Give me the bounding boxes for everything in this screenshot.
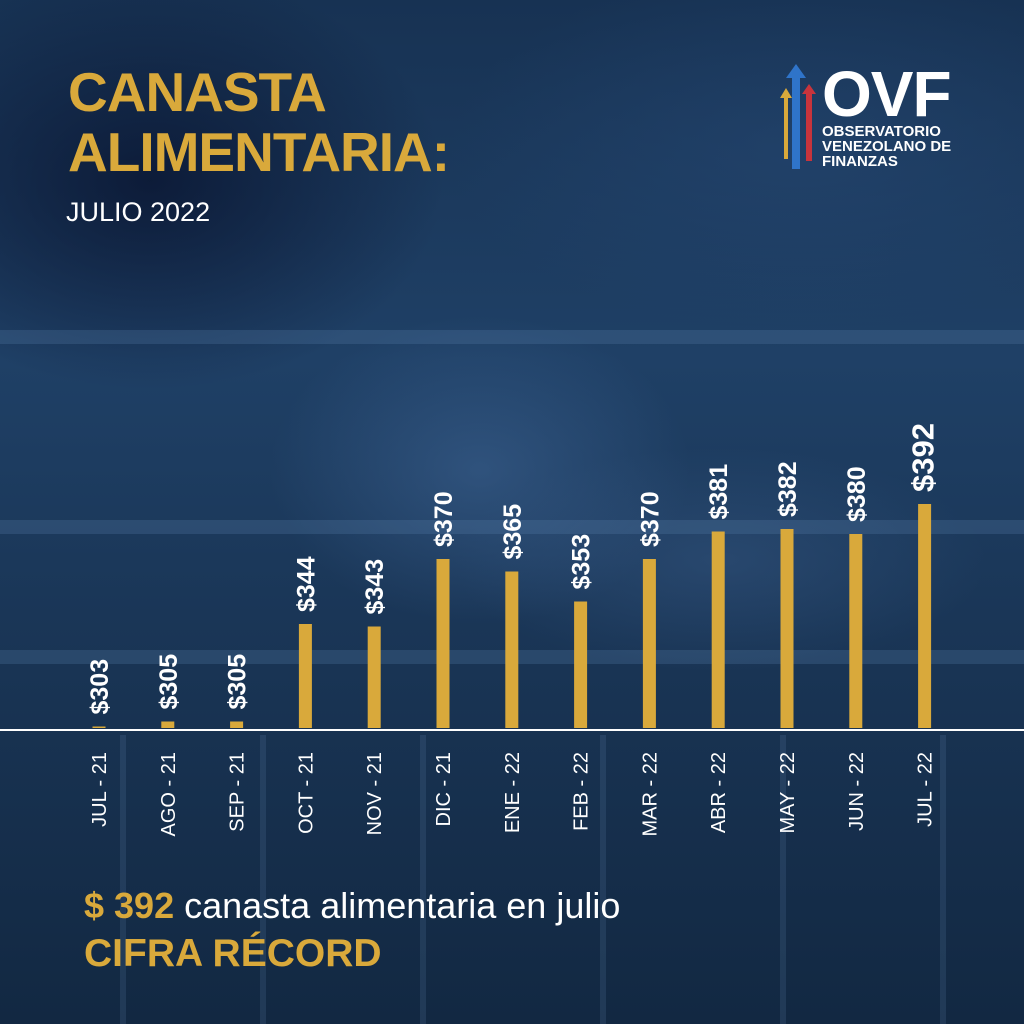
bar-sep-21 xyxy=(230,721,244,728)
bar-oct-21 xyxy=(298,624,312,728)
bar-may-22 xyxy=(780,529,794,728)
category-label: JUN - 22 xyxy=(846,752,868,831)
logo-subtitle: OBSERVATORIO VENEZOLANO DE FINANZAS xyxy=(822,124,951,169)
background-cart-rail xyxy=(600,735,606,1024)
category-label: FEB - 22 xyxy=(571,752,593,831)
gold-arrow-head xyxy=(780,88,792,98)
bar-nov-21 xyxy=(367,626,381,728)
background-shelf-band xyxy=(0,330,1024,344)
bar-ene-22 xyxy=(505,571,519,728)
red-arrow-shaft xyxy=(806,93,812,161)
category-label: MAR - 22 xyxy=(639,752,661,836)
bar-dic-21 xyxy=(436,559,450,728)
footer-summary: $ 392 canasta alimentaria en julio xyxy=(84,885,620,927)
background-cart-rail xyxy=(940,735,946,1024)
value-label: $381 xyxy=(705,464,733,520)
category-label: ABR - 22 xyxy=(708,752,730,833)
value-label: $365 xyxy=(499,504,527,560)
category-label: DIC - 21 xyxy=(433,752,455,826)
red-arrow-head xyxy=(802,84,816,94)
bar-jun-22 xyxy=(849,534,863,728)
background-cart-rail xyxy=(420,735,426,1024)
category-label: JUL - 21 xyxy=(89,752,111,827)
category-label: JUL - 22 xyxy=(915,752,937,827)
bar-jul-21 xyxy=(92,726,106,728)
gold-arrow-shaft xyxy=(784,97,788,159)
blue-arrow-shaft xyxy=(792,77,800,169)
page-title: CANASTA ALIMENTARIA: xyxy=(68,61,450,183)
category-label: AGO - 21 xyxy=(158,752,180,836)
logo-line-1: OBSERVATORIO xyxy=(822,123,941,140)
bar-ago-21 xyxy=(161,721,175,728)
footer-highlight: CIFRA RÉCORD xyxy=(84,932,382,975)
bar-abr-22 xyxy=(711,531,725,728)
background-cart-rail xyxy=(780,735,786,1024)
rising-arrows-icon xyxy=(780,64,816,169)
value-label: $303 xyxy=(86,659,114,715)
page-subtitle: JULIO 2022 xyxy=(66,197,211,227)
footer-amount: $ 392 xyxy=(84,885,175,926)
value-label-group: $303 $305 $305 $344 $343 $370 $365 $353 $370 $381… xyxy=(86,423,941,714)
background-cart-rail xyxy=(120,735,126,1024)
background-shelf-band xyxy=(0,520,1024,534)
title-line-1: CANASTA xyxy=(68,61,327,123)
background-cart-rail xyxy=(260,735,266,1024)
category-label: OCT - 21 xyxy=(295,752,317,834)
logo-line-2: VENEZOLANO DE xyxy=(822,138,952,155)
category-label-group: JUL - 21 AGO - 21 SEP - 21 OCT - 21 NOV - 21… xyxy=(89,752,937,836)
bar-jul-22 xyxy=(918,504,932,728)
title-line-2: ALIMENTARIA: xyxy=(68,121,450,183)
value-label: $370 xyxy=(430,491,458,547)
value-label: $382 xyxy=(774,461,802,517)
value-label: $305 xyxy=(155,654,183,710)
category-label: NOV - 21 xyxy=(364,752,386,835)
value-label: $380 xyxy=(843,466,871,522)
footer-text: canasta alimentaria en julio xyxy=(184,885,621,926)
blue-arrow-head xyxy=(786,64,806,78)
category-label: MAY - 22 xyxy=(777,752,799,834)
bar-group xyxy=(92,504,932,728)
bar-chart: $303 $305 $305 $344 $343 $370 $365 $353 $370 $381… xyxy=(86,423,941,836)
value-label: $344 xyxy=(292,556,320,612)
value-label: $353 xyxy=(568,534,596,590)
category-label: SEP - 21 xyxy=(227,752,249,832)
bar-feb-22 xyxy=(574,601,588,728)
value-label: $370 xyxy=(636,491,664,547)
ovf-logo: OVF OBSERVATORIO VENEZOLANO DE FINANZAS xyxy=(776,58,976,176)
logo-line-3: FINANZAS xyxy=(822,153,898,170)
bar-mar-22 xyxy=(642,559,656,728)
value-label: $392 xyxy=(906,423,941,492)
logo-wordmark: OVF xyxy=(822,58,952,130)
value-label: $343 xyxy=(361,559,389,615)
value-label: $305 xyxy=(224,654,252,710)
category-label: ENE - 22 xyxy=(502,752,524,833)
